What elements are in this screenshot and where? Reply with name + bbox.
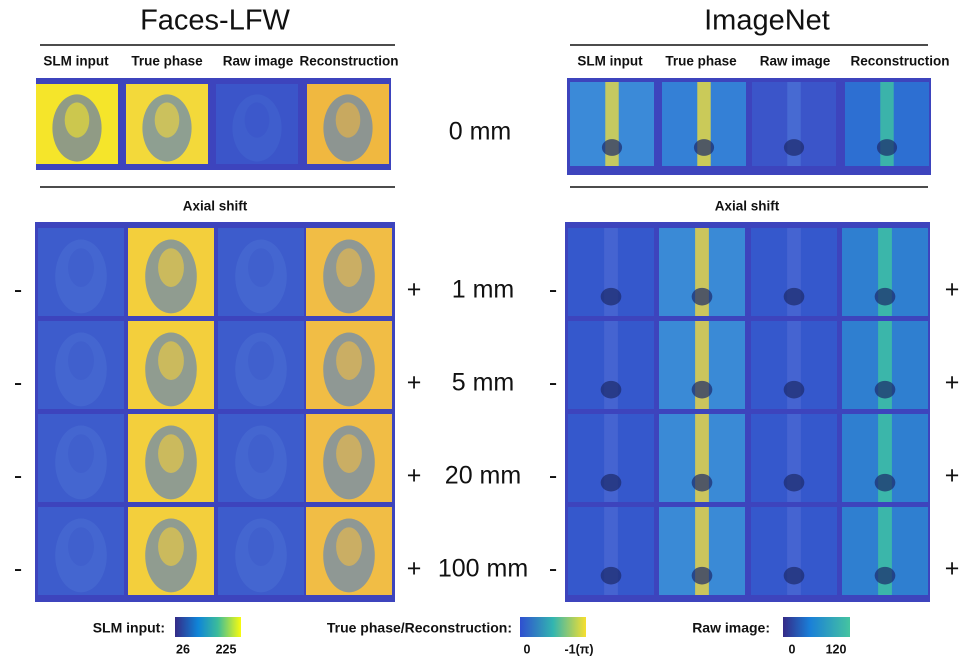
image-detail [68, 527, 94, 566]
image-detail [336, 527, 362, 566]
image-detail [336, 434, 362, 473]
column-header: True phase [665, 54, 737, 69]
image-detail [784, 139, 804, 156]
plus-sign: + [407, 555, 422, 583]
column-header: Raw image [223, 54, 294, 69]
plus-sign: + [945, 555, 960, 583]
minus-sign: - [14, 555, 22, 583]
image-detail [601, 288, 622, 306]
shift-label: 20 mm [445, 462, 521, 490]
shift-label: 100 mm [438, 555, 528, 583]
image-detail [336, 248, 362, 287]
colorbar [520, 617, 586, 637]
minus-sign: - [14, 462, 22, 490]
image-detail [245, 102, 270, 137]
colorbar [175, 617, 241, 637]
column-header: SLM input [577, 54, 643, 69]
panel-title: ImageNet [704, 5, 830, 37]
plus-sign: + [407, 462, 422, 490]
image-detail [158, 434, 184, 473]
image-detail [68, 341, 94, 380]
colorbar-tick: -1(π) [564, 642, 593, 656]
image-detail [875, 381, 896, 399]
image-detail [692, 474, 713, 492]
image-detail [692, 288, 713, 306]
plus-sign: + [945, 276, 960, 304]
image-detail [692, 381, 713, 399]
image-detail [155, 102, 180, 137]
image-detail [784, 288, 805, 306]
colorbar [783, 617, 850, 637]
plus-sign: + [945, 369, 960, 397]
colorbar-label: SLM input: [93, 620, 165, 636]
minus-sign: - [549, 276, 557, 304]
image-detail [68, 248, 94, 287]
image-detail [158, 341, 184, 380]
minus-sign: - [14, 369, 22, 397]
minus-sign: - [549, 555, 557, 583]
image-detail [336, 102, 361, 137]
shift-label: 1 mm [452, 276, 515, 304]
figure: Faces-LFW SLM input True phase Raw image Rec… [0, 0, 963, 660]
zero-label: 0 mm [449, 118, 512, 146]
image-detail [601, 474, 622, 492]
plus-sign: + [945, 462, 960, 490]
plus-sign: + [407, 276, 422, 304]
colorbar-tick: 120 [826, 642, 847, 656]
column-header: True phase [131, 54, 203, 69]
section-label: Axial shift [183, 199, 248, 214]
panel-title: Faces-LFW [140, 5, 290, 37]
image-detail [601, 567, 622, 585]
column-header: Reconstruction [299, 54, 398, 69]
image-detail [875, 474, 896, 492]
image-detail [248, 341, 274, 380]
column-header: Raw image [760, 54, 831, 69]
image-detail [248, 248, 274, 287]
image-detail [692, 567, 713, 585]
column-header: Reconstruction [850, 54, 949, 69]
image-detail [694, 139, 714, 156]
plus-sign: + [407, 369, 422, 397]
image-detail [602, 139, 622, 156]
image-detail [68, 434, 94, 473]
column-header: SLM input [43, 54, 109, 69]
image-detail [875, 567, 896, 585]
image-detail [158, 527, 184, 566]
image-detail [601, 381, 622, 399]
image-detail [158, 248, 184, 287]
section-label: Axial shift [715, 199, 780, 214]
minus-sign: - [549, 462, 557, 490]
colorbar-label: Raw image: [692, 620, 770, 636]
colorbar-tick: 0 [789, 642, 796, 656]
colorbar-tick: 225 [216, 642, 237, 656]
image-detail [784, 567, 805, 585]
image-detail [248, 527, 274, 566]
image-detail [65, 102, 90, 137]
minus-sign: - [549, 369, 557, 397]
shift-label: 5 mm [452, 369, 515, 397]
colorbar-label: True phase/Reconstruction: [327, 620, 512, 636]
image-detail [875, 288, 896, 306]
image-detail [784, 474, 805, 492]
colorbar-tick: 0 [524, 642, 531, 656]
minus-sign: - [14, 276, 22, 304]
image-detail [248, 434, 274, 473]
image-detail [336, 341, 362, 380]
colorbar-tick: 26 [176, 642, 190, 656]
image-detail [784, 381, 805, 399]
image-detail [877, 139, 897, 156]
